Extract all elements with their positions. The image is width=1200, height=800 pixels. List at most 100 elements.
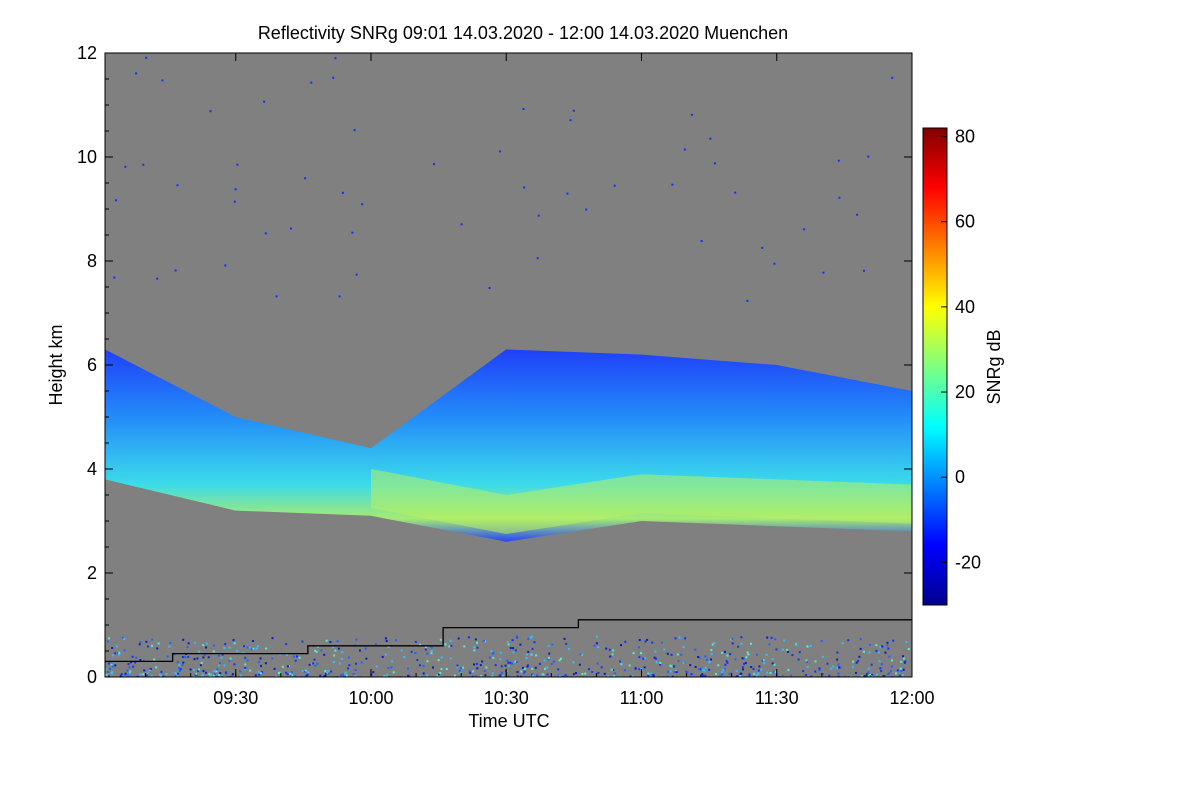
- noise-speck: [536, 674, 538, 677]
- noise-speck: [612, 669, 615, 671]
- noise-speck: [264, 232, 267, 235]
- noise-speck: [826, 662, 829, 665]
- noise-speck: [285, 643, 288, 646]
- noise-speck: [139, 641, 142, 644]
- noise-speck: [867, 155, 870, 158]
- noise-speck: [308, 663, 311, 666]
- noise-speck: [768, 643, 771, 646]
- noise-speck: [565, 642, 568, 645]
- noise-speck: [213, 673, 216, 676]
- noise-speck: [463, 645, 466, 648]
- noise-speck: [558, 674, 561, 677]
- noise-speck: [304, 669, 307, 672]
- noise-speck: [131, 655, 134, 658]
- noise-speck: [902, 655, 904, 658]
- noise-speck: [540, 673, 543, 676]
- noise-speck: [471, 675, 474, 677]
- noise-speck: [624, 669, 626, 672]
- noise-speck: [303, 670, 306, 673]
- noise-speck: [723, 650, 726, 653]
- noise-speck: [743, 662, 746, 665]
- noise-speck: [910, 675, 912, 677]
- noise-speck: [509, 661, 512, 664]
- noise-speck: [892, 639, 895, 642]
- noise-speck: [597, 671, 600, 674]
- noise-speck: [111, 647, 114, 649]
- noise-speck: [115, 645, 118, 648]
- noise-speck: [117, 653, 120, 656]
- noise-speck: [527, 664, 529, 667]
- noise-speck: [264, 662, 267, 665]
- noise-speck: [219, 662, 221, 665]
- noise-speck: [820, 640, 823, 642]
- noise-speck: [341, 651, 344, 654]
- noise-speck: [527, 637, 530, 640]
- noise-speck: [572, 673, 575, 676]
- noise-speck: [859, 647, 862, 650]
- noise-speck: [106, 640, 109, 643]
- noise-speck: [165, 673, 168, 675]
- noise-speck: [867, 667, 870, 670]
- noise-speck: [352, 673, 355, 675]
- noise-speck: [259, 657, 262, 660]
- noise-speck: [522, 108, 525, 110]
- noise-speck: [585, 208, 588, 211]
- noise-speck: [523, 667, 526, 670]
- noise-speck: [330, 670, 333, 673]
- noise-speck: [720, 671, 723, 674]
- y-axis-label: Height km: [46, 324, 66, 405]
- noise-speck: [530, 673, 533, 676]
- noise-speck: [385, 640, 388, 642]
- noise-speck: [887, 647, 890, 650]
- noise-speck: [249, 669, 252, 672]
- noise-speck: [229, 675, 232, 677]
- noise-speck: [619, 675, 622, 677]
- noise-speck: [289, 672, 292, 675]
- noise-speck: [304, 177, 307, 180]
- noise-speck: [506, 670, 508, 673]
- noise-speck: [737, 645, 740, 648]
- noise-speck: [236, 649, 239, 652]
- noise-speck: [620, 663, 623, 666]
- noise-speck: [572, 661, 575, 664]
- noise-speck: [418, 664, 421, 667]
- noise-speck: [852, 660, 855, 663]
- noise-speck: [652, 674, 655, 677]
- noise-speck: [223, 646, 226, 649]
- noise-speck: [666, 670, 669, 673]
- noise-speck: [221, 653, 224, 656]
- noise-speck: [638, 639, 641, 641]
- noise-speck: [579, 653, 582, 656]
- colorbar-tick-label: 20: [955, 382, 975, 402]
- noise-speck: [708, 668, 711, 671]
- noise-speck: [110, 663, 113, 666]
- noise-speck: [734, 191, 737, 194]
- noise-speck: [596, 635, 598, 638]
- noise-speck: [360, 661, 363, 664]
- noise-speck: [818, 667, 821, 670]
- noise-speck: [896, 669, 899, 672]
- noise-speck: [375, 665, 378, 668]
- noise-speck: [891, 76, 894, 79]
- noise-speck: [201, 675, 204, 677]
- noise-speck: [490, 650, 493, 653]
- colorbar: [922, 127, 948, 606]
- noise-speck: [129, 661, 132, 664]
- noise-speck: [508, 664, 510, 667]
- noise-speck: [499, 150, 501, 153]
- noise-speck: [374, 643, 377, 646]
- noise-speck: [149, 667, 152, 670]
- noise-speck: [205, 646, 207, 649]
- noise-speck: [400, 649, 403, 652]
- noise-speck: [506, 659, 509, 662]
- noise-speck: [202, 644, 205, 647]
- noise-speck: [551, 643, 554, 646]
- noise-speck: [136, 675, 139, 677]
- noise-speck: [837, 663, 840, 666]
- noise-speck: [310, 81, 313, 84]
- noise-speck: [878, 660, 881, 663]
- noise-speck: [863, 674, 866, 677]
- noise-speck: [414, 652, 417, 654]
- noise-speck: [301, 640, 304, 643]
- noise-speck: [862, 650, 865, 653]
